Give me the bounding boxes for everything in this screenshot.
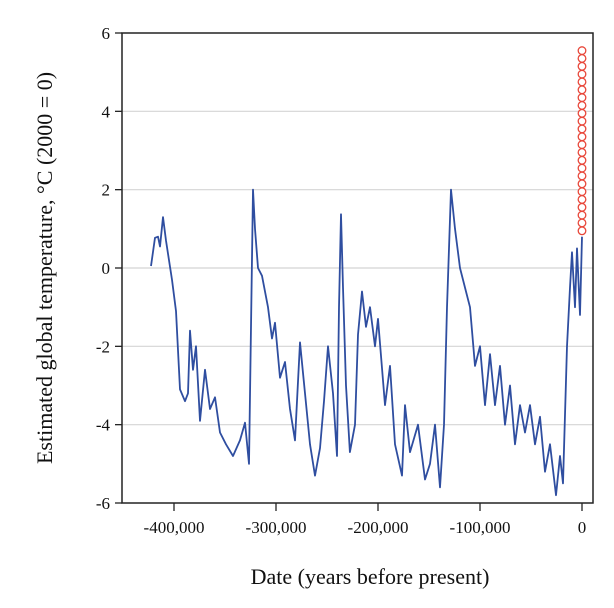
y-axis: 6 4 2 0 -2 -4 -6 xyxy=(96,24,122,513)
projection-point xyxy=(577,69,587,79)
x-tick-label: -200,000 xyxy=(348,518,409,537)
plot-frame xyxy=(121,32,594,504)
x-tick-label: -400,000 xyxy=(144,518,205,537)
y-axis-label: Estimated global temperature, °C (2000 =… xyxy=(32,72,57,464)
projection-point xyxy=(577,61,587,71)
series-layer xyxy=(150,46,587,497)
projection-point xyxy=(577,195,587,204)
y-tick-label: 0 xyxy=(102,259,111,278)
projection-point xyxy=(577,46,587,56)
projection-point xyxy=(577,171,587,181)
y-tick-label: -6 xyxy=(96,494,110,513)
projection-point xyxy=(577,101,587,110)
x-tick-label: 0 xyxy=(578,518,587,537)
gridlines xyxy=(122,110,593,426)
projection-point xyxy=(577,155,587,165)
y-tick-label: 2 xyxy=(102,181,111,200)
projection-point xyxy=(577,93,587,103)
temperature-line xyxy=(150,188,583,497)
projection-point xyxy=(577,218,587,228)
x-axis: -400,000 -300,000 -200,000 -100,000 0 xyxy=(144,503,587,537)
x-tick-label: -100,000 xyxy=(450,518,511,537)
projection-point xyxy=(577,202,587,212)
y-tick-label: 6 xyxy=(102,24,111,43)
x-axis-label: Date (years before present) xyxy=(251,564,490,589)
projection-point xyxy=(577,163,587,173)
projection-point xyxy=(577,140,587,150)
projection-point xyxy=(577,124,587,134)
projection-point xyxy=(577,85,587,95)
projection-point xyxy=(577,54,587,63)
x-tick-label: -300,000 xyxy=(246,518,307,537)
projection-point xyxy=(577,132,587,142)
projection-point xyxy=(577,116,587,126)
projection-point xyxy=(577,187,587,197)
y-tick-label: -4 xyxy=(96,416,111,435)
projection-point xyxy=(577,77,587,87)
projection-point xyxy=(577,148,587,157)
y-tick-label: 4 xyxy=(102,102,111,121)
projection-point xyxy=(577,108,587,118)
projection-point xyxy=(577,226,587,236)
y-tick-label: -2 xyxy=(96,337,110,356)
projection-point xyxy=(577,210,587,220)
projection-point xyxy=(577,179,587,189)
